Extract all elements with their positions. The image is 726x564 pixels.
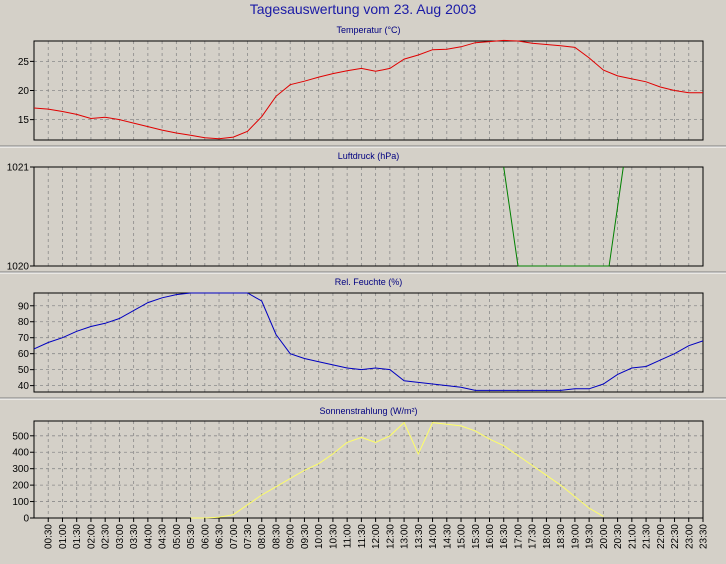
panel-2-ytick-label: 1020 [7,262,30,273]
panel-1-series-line [33,39,703,140]
panel-1-title: Temperatur (°C) [336,25,400,35]
x-tick-label: 15:30 [471,524,482,549]
x-tick-label: 01:00 [58,524,69,549]
x-tick-label: 16:00 [485,524,496,549]
panel-3-ytick-label: 60 [18,349,30,360]
panel-4-ytick-label: 500 [12,431,29,442]
x-tick-label: 05:30 [186,524,197,549]
x-tick-label: 04:00 [143,524,154,549]
x-tick-label: 18:00 [542,524,553,549]
panel-1-ytick-label: 15 [18,115,30,126]
x-tick-label: 06:30 [215,524,226,549]
panel-3-ytick-label: 70 [18,333,30,344]
panel-4-plot-area [34,421,703,518]
x-tick-label: 03:30 [129,524,140,549]
x-tick-label: 11:30 [357,524,368,549]
page-title: Tagesauswertung vom 23. Aug 2003 [249,1,477,17]
panel-4-frame [33,420,704,519]
x-tick-label: 20:00 [599,524,610,549]
panel-1-plot-area [34,41,703,140]
x-tick-label: 21:30 [642,524,653,549]
panel-4-ytick-label: 0 [23,514,29,525]
panel-3-ytick-label: 50 [18,365,30,376]
panel-1-frame [33,40,704,141]
panel-4-series-line [190,421,604,519]
panel-3-title: Rel. Feuchte (%) [335,277,403,287]
panel-3-frame [33,292,704,393]
x-tick-label: 13:30 [414,524,425,549]
panel-4-ytick-label: 100 [12,497,29,508]
x-tick-label: 21:00 [627,524,638,549]
x-tick-label: 06:00 [200,524,211,549]
x-tick-label: 12:00 [371,524,382,549]
x-tick-label: 19:30 [585,524,596,549]
x-tick-label: 17:30 [528,524,539,549]
x-tick-label: 03:00 [115,524,126,549]
x-tick-label: 04:30 [158,524,169,549]
panel-4-ytick-label: 400 [12,448,29,459]
x-tick-label: 16:30 [499,524,510,549]
panel-1-ytick-label: 20 [18,86,30,97]
x-tick-label: 12:30 [385,524,396,549]
panel-2-plot-area [34,167,703,266]
panel-2-series-line [503,166,624,267]
x-tick-label: 15:00 [457,524,468,549]
panel-2-frame [33,166,704,267]
x-tick-label: 23:00 [684,524,695,549]
panel-1-ytick-label: 25 [18,57,30,68]
panel-4-ytick-label: 200 [12,481,29,492]
x-tick-label: 14:00 [428,524,439,549]
x-tick-label: 08:30 [271,524,282,549]
x-tick-label: 23:30 [699,524,710,549]
x-tick-label: 08:00 [257,524,268,549]
x-tick-label: 10:30 [328,524,339,549]
panel-4-title: Sonnenstrahlung (W/m²) [319,406,417,416]
x-tick-label: 05:00 [172,524,183,549]
x-tick-label: 20:30 [613,524,624,549]
x-tick-label: 22:00 [656,524,667,549]
panel-3-ytick-label: 80 [18,317,30,328]
x-tick-label: 09:00 [286,524,297,549]
panel-3-series-line [33,292,704,391]
panel-3-ytick-label: 40 [18,381,30,392]
panel-3-plot-area [34,293,703,392]
x-tick-label: 11:00 [343,524,354,549]
x-tick-label: 13:00 [400,524,411,549]
x-tick-label: 14:30 [442,524,453,549]
x-tick-label: 22:30 [670,524,681,549]
panel-4-ytick-label: 300 [12,464,29,475]
x-tick-label: 02:00 [86,524,97,549]
x-tick-label: 10:00 [314,524,325,549]
panel-3-ytick-label: 90 [18,301,30,312]
x-tick-label: 18:30 [556,524,567,549]
panel-2-ytick-label: 1021 [7,163,30,174]
x-tick-label: 19:00 [570,524,581,549]
x-tick-label: 09:30 [300,524,311,549]
x-tick-label: 00:30 [44,524,55,549]
x-tick-label: 07:00 [229,524,240,549]
x-tick-label: 17:00 [513,524,524,549]
x-tick-label: 01:30 [72,524,83,549]
panel-2-title: Luftdruck (hPa) [338,151,400,161]
x-tick-label: 02:30 [101,524,112,549]
x-tick-label: 07:30 [243,524,254,549]
